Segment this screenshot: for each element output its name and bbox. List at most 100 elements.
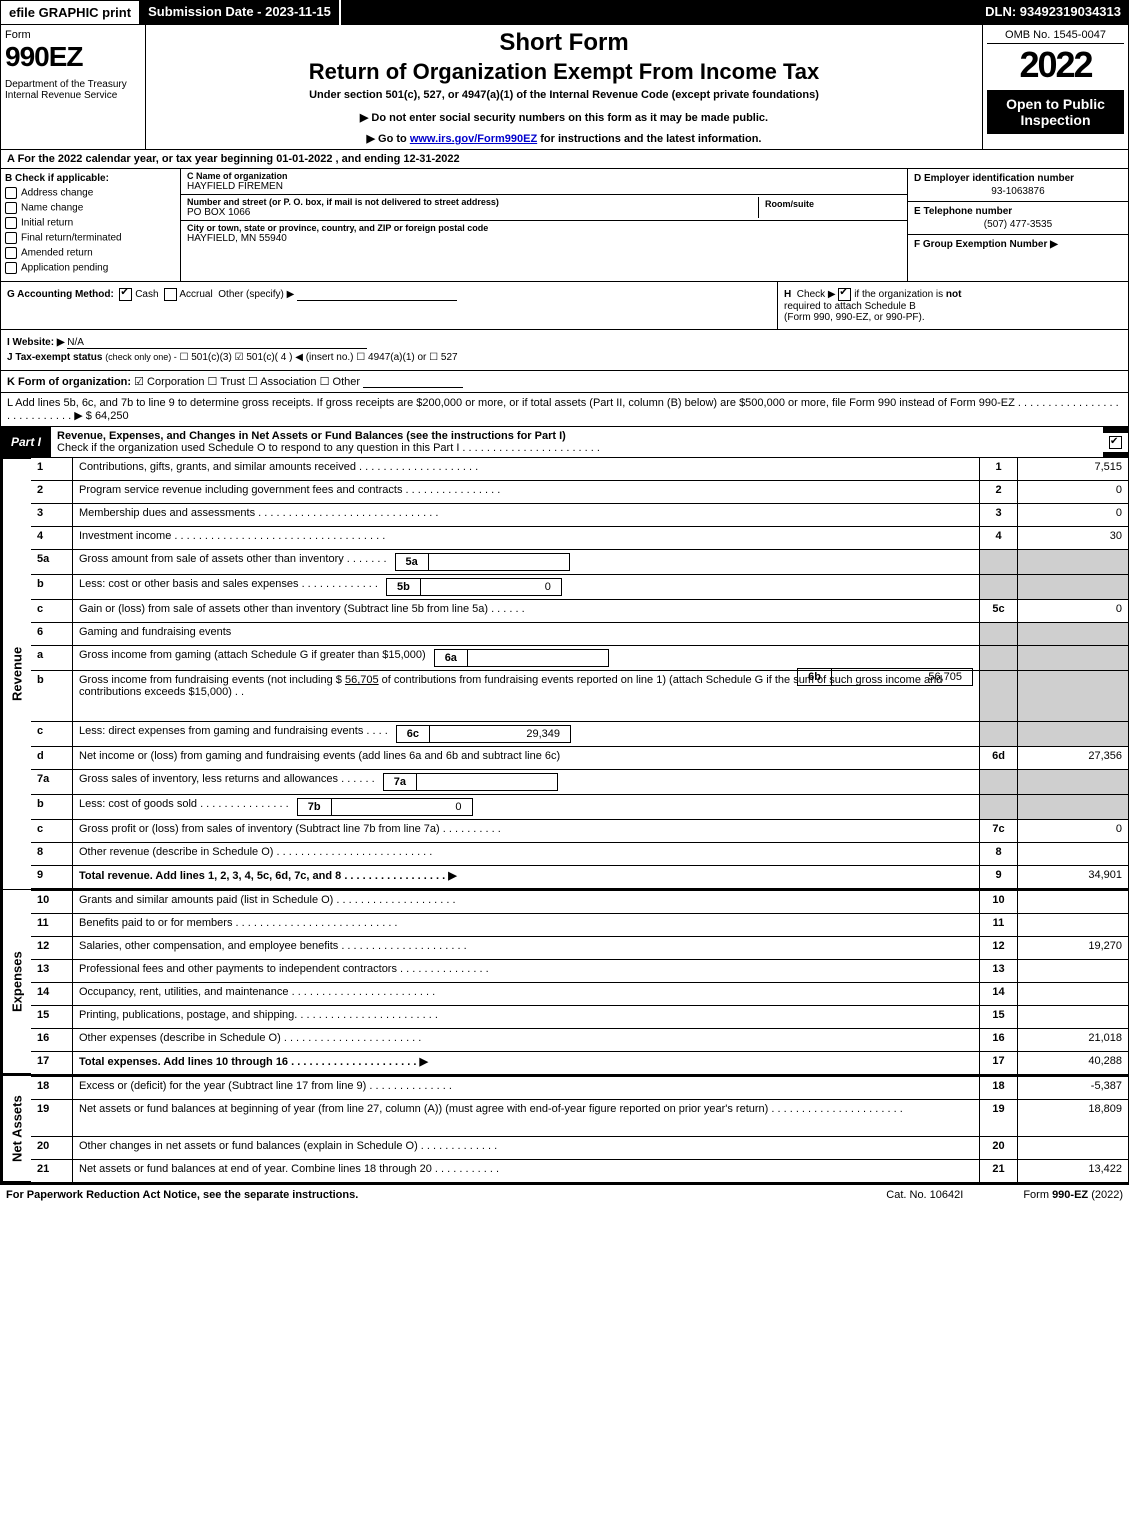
under-section: Under section 501(c), 527, or 4947(a)(1)… — [150, 89, 978, 101]
cat-number: Cat. No. 10642I — [886, 1189, 963, 1201]
line-num: 1 — [31, 458, 73, 481]
form-header: Form 990EZ Department of the Treasury In… — [0, 25, 1129, 150]
efile-print-label[interactable]: efile GRAPHIC print — [0, 0, 140, 25]
line-num: c — [31, 820, 73, 843]
line-num: 18 — [31, 1075, 73, 1100]
line-desc: Occupancy, rent, utilities, and maintena… — [73, 983, 980, 1006]
section-c: C Name of organization HAYFIELD FIREMEN … — [181, 169, 908, 281]
address-label: Number and street (or P. O. box, if mail… — [187, 197, 758, 207]
check-accrual[interactable] — [164, 288, 177, 301]
check-final-return[interactable]: Final return/terminated — [5, 232, 176, 244]
section-l: L Add lines 5b, 6c, and 7b to line 9 to … — [0, 393, 1129, 427]
line-ref: 20 — [980, 1137, 1018, 1160]
line-amount: 0 — [1018, 481, 1128, 504]
ssn-warning: ▶ Do not enter social security numbers o… — [150, 111, 978, 124]
line-desc: Total expenses. Add lines 10 through 16 … — [73, 1052, 980, 1075]
line-num: d — [31, 747, 73, 770]
info-grid: B Check if applicable: Address change Na… — [0, 169, 1129, 282]
grey-cell — [980, 722, 1018, 747]
line-desc: Net assets or fund balances at beginning… — [73, 1100, 980, 1137]
form-title-cell: Short Form Return of Organization Exempt… — [146, 25, 983, 149]
line-num: 13 — [31, 960, 73, 983]
line-ref: 1 — [980, 458, 1018, 481]
line-amount — [1018, 843, 1128, 866]
dept-label: Department of the Treasury Internal Reve… — [5, 79, 141, 101]
open-to-public: Open to Public Inspection — [987, 90, 1124, 134]
line-desc: Gross profit or (loss) from sales of inv… — [73, 820, 980, 843]
line-num: 14 — [31, 983, 73, 1006]
line-ref: 17 — [980, 1052, 1018, 1075]
line-amount: 0 — [1018, 600, 1128, 623]
grey-cell — [1018, 770, 1128, 795]
line-desc: Grants and similar amounts paid (list in… — [73, 889, 980, 914]
check-name-change[interactable]: Name change — [5, 202, 176, 214]
line-amount: 13,422 — [1018, 1160, 1128, 1183]
form-id-cell: Form 990EZ Department of the Treasury In… — [1, 25, 146, 149]
net-assets-label: Net Assets — [1, 1075, 31, 1183]
line-num: 8 — [31, 843, 73, 866]
line-amount — [1018, 889, 1128, 914]
section-k: K Form of organization: ☑ Corporation ☐ … — [0, 371, 1129, 393]
form-org-options[interactable]: ☑ Corporation ☐ Trust ☐ Association ☐ Ot… — [134, 376, 360, 388]
line-ref: 2 — [980, 481, 1018, 504]
h-label: H — [784, 289, 791, 300]
tax-exempt-sub: (check only one) - — [105, 352, 177, 362]
org-name: HAYFIELD FIREMEN — [187, 181, 901, 192]
line-desc: Less: cost or other basis and sales expe… — [73, 575, 980, 600]
section-g: G Accounting Method: Cash Accrual Other … — [1, 282, 778, 329]
grey-cell — [1018, 795, 1128, 820]
line-num: 21 — [31, 1160, 73, 1183]
website-label: I Website: ▶ — [7, 337, 65, 348]
line-desc: Net income or (loss) from gaming and fun… — [73, 747, 980, 770]
line-desc: Gain or (loss) from sale of assets other… — [73, 600, 980, 623]
line-desc: Gaming and fundraising events — [73, 623, 980, 646]
line-num: 9 — [31, 866, 73, 889]
org-name-label: C Name of organization — [187, 171, 901, 181]
revenue-label: Revenue — [1, 458, 31, 889]
line-num: 19 — [31, 1100, 73, 1137]
check-initial-return[interactable]: Initial return — [5, 217, 176, 229]
dln: DLN: 93492319034313 — [977, 0, 1129, 25]
line-ref: 13 — [980, 960, 1018, 983]
room-label: Room/suite — [765, 199, 895, 209]
part-1-check[interactable] — [1103, 433, 1128, 452]
line-amount — [1018, 960, 1128, 983]
line-desc: Total revenue. Add lines 1, 2, 3, 4, 5c,… — [73, 866, 980, 889]
line-desc: Gross income from fundraising events (no… — [73, 671, 980, 722]
line-desc: Gross amount from sale of assets other t… — [73, 550, 980, 575]
line-num: 3 — [31, 504, 73, 527]
line-ref: 5c — [980, 600, 1018, 623]
omb-number: OMB No. 1545-0047 — [987, 29, 1124, 44]
check-cash[interactable] — [119, 288, 132, 301]
line-amount — [1018, 1137, 1128, 1160]
line-num: b — [31, 671, 73, 722]
line-amount: 7,515 — [1018, 458, 1128, 481]
ein-value: 93-1063876 — [914, 186, 1122, 197]
year-cell: OMB No. 1545-0047 2022 Open to Public In… — [983, 25, 1128, 149]
line-amount — [1018, 1006, 1128, 1029]
check-application-pending[interactable]: Application pending — [5, 262, 176, 274]
line-desc: Professional fees and other payments to … — [73, 960, 980, 983]
short-form-title: Short Form — [150, 29, 978, 57]
line-num: 5a — [31, 550, 73, 575]
line-ref: 4 — [980, 527, 1018, 550]
other-specify-input[interactable] — [297, 300, 457, 301]
check-schedule-b[interactable] — [838, 288, 851, 301]
tax-exempt-options[interactable]: ☐ 501(c)(3) ☑ 501(c)( 4 ) ◀ (insert no.)… — [180, 352, 458, 363]
check-address-change[interactable]: Address change — [5, 187, 176, 199]
line-ref: 8 — [980, 843, 1018, 866]
line-num: 7a — [31, 770, 73, 795]
other-org-input[interactable] — [363, 387, 463, 388]
line-desc: Printing, publications, postage, and shi… — [73, 1006, 980, 1029]
section-b: B Check if applicable: Address change Na… — [1, 169, 181, 281]
grey-cell — [980, 550, 1018, 575]
grey-cell — [980, 623, 1018, 646]
grey-cell — [980, 770, 1018, 795]
tax-year: 2022 — [987, 44, 1124, 86]
check-amended-return[interactable]: Amended return — [5, 247, 176, 259]
line-desc: Salaries, other compensation, and employ… — [73, 937, 980, 960]
irs-link[interactable]: www.irs.gov/Form990EZ — [410, 133, 537, 145]
goto-post: for instructions and the latest informat… — [537, 133, 761, 145]
part-1-header: Part I Revenue, Expenses, and Changes in… — [0, 427, 1129, 458]
row-i-j: I Website: ▶ N/A J Tax-exempt status (ch… — [0, 330, 1129, 371]
